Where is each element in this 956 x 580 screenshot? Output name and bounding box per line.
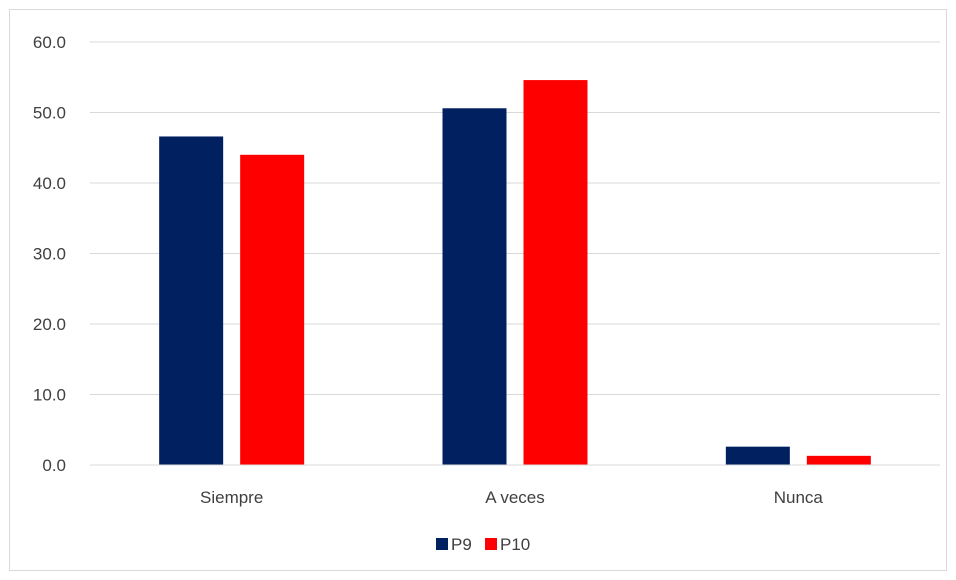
y-tick-label: 10.0 [33,386,66,405]
x-tick-label: A veces [485,488,545,507]
bar-p9-1 [442,108,507,466]
y-tick-label: 30.0 [33,245,66,264]
y-tick-label: 20.0 [33,315,66,334]
y-tick-label: 60.0 [33,33,66,52]
bars [159,80,871,466]
legend-swatch-p9 [436,538,448,550]
bar-p9-0 [159,136,224,465]
bar-p10-2 [806,455,871,465]
y-tick-label: 0.0 [42,456,66,475]
y-axis-ticks: 0.0 10.0 20.0 30.0 40.0 50.0 60.0 [33,33,66,475]
y-tick-label: 40.0 [33,174,66,193]
legend-swatch-p10 [485,538,497,550]
legend-label-p10: P10 [500,535,530,554]
legend-label-p9: P9 [451,535,472,554]
legend: P9 P10 [436,535,530,554]
bar-p10-1 [523,80,588,465]
x-tick-label: Siempre [200,488,263,507]
bar-p10-0 [240,154,305,466]
gridlines [90,41,940,395]
x-axis-ticks: Siempre A veces Nunca [200,488,823,507]
y-tick-label: 50.0 [33,104,66,123]
bar-p9-2 [725,446,790,465]
x-tick-label: Nunca [774,488,824,507]
